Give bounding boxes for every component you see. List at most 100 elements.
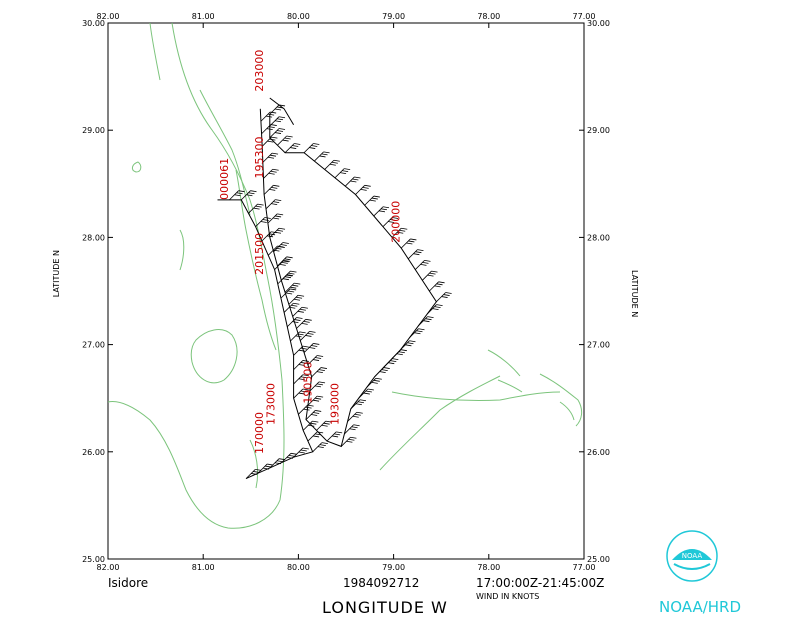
barb-flag [302,388,309,391]
barb-flag [267,156,275,159]
barb-flag [286,256,293,259]
wind-barb [307,355,324,365]
barb-flag [434,285,441,288]
barb-flag [253,207,260,210]
wind-barb [391,349,407,360]
barb-flag [269,188,276,191]
barb-flag [266,115,273,118]
barb-flag [274,132,282,134]
barb-flag [397,231,404,234]
barb-flag [299,308,306,311]
y-axis-label-right: LATITUDE N [630,270,639,318]
time-label: 195300 [253,136,266,178]
barb-flag [301,322,308,325]
barb-flag [286,274,294,277]
wind-barb [350,399,367,410]
barb-flag [441,296,448,298]
time-label: 203000 [253,50,266,92]
barb-flag [270,170,277,173]
barb-flag [274,462,282,465]
barb-flag [362,186,369,189]
barb-staff [344,176,355,187]
barb-flag [300,390,307,393]
lat-tick-label-right: 30.00 [587,19,610,28]
barb-flag [302,345,309,348]
barb-staff [334,168,345,179]
wind-barb [303,143,320,153]
barb-flag [365,390,372,393]
barb-flag [290,270,297,273]
barb-flag [382,206,390,209]
barb-flag [286,456,293,459]
barb-flag [274,120,282,123]
barb-flag [364,184,371,187]
barb-flag [400,349,407,352]
barb-flag [282,242,289,244]
barb-flag [305,406,312,409]
barb-flag [278,104,286,107]
wind-barb [418,316,434,327]
barb-flag [270,111,277,114]
barb-flag [413,253,420,256]
barb-staff [358,388,369,399]
barb-flag [291,304,298,307]
wind-barb [309,381,326,392]
wind-barb [307,431,324,442]
barb-staff [281,453,292,463]
barb-flag [307,404,314,407]
wind-barb [427,304,443,315]
barb-staff [429,281,439,292]
time-label: 201500 [253,233,266,275]
barb-flag [307,333,314,335]
barb-flag [274,108,282,111]
wind-barb [281,452,297,463]
barb-flag [301,306,308,309]
barb-flag [409,340,416,343]
wind-barb [261,136,278,147]
wind-barb [366,377,382,388]
lat-tick-label-right: 29.00 [587,126,610,135]
barb-flag [406,242,413,245]
wind-barbs [229,104,452,479]
barb-flag [378,210,386,213]
barb-flag [315,410,322,412]
coastline-segment [559,401,575,421]
barb-staff [290,331,300,342]
barb-flag [276,118,284,121]
barb-flag [288,272,295,275]
barb-staff [265,199,276,210]
wind-barb [303,343,320,353]
storm-name: Isidore [108,576,149,590]
barb-flag [318,381,326,384]
barb-flag [265,465,272,468]
barb-flag [278,458,286,461]
barb-flag [405,344,412,347]
barb-flag [401,227,408,230]
barb-flag [270,124,277,126]
barb-flag [383,367,390,369]
track-line [269,97,295,126]
barb-flag [340,172,347,175]
barb-staff [261,124,272,135]
barb-flag [269,154,277,157]
barb-flag [375,377,382,380]
wind-barb [293,360,309,370]
wind-barb [436,292,452,303]
wind-barb [296,318,312,329]
barb-flag [268,126,275,128]
barb-flag [424,259,431,262]
barb-flag [279,264,286,266]
wind-barb [415,259,431,270]
wind-barb [263,168,279,179]
barb-flag [283,259,290,262]
barb-staff [277,135,287,146]
barb-staff [347,411,358,422]
barb-flag [407,342,414,345]
barb-staff [267,245,278,256]
barb-flag [255,205,262,208]
coastline-segment [391,391,561,402]
wind-barb [267,245,284,256]
barb-staff [382,217,393,227]
wind-barb [265,199,282,210]
barb-flag [298,392,305,395]
